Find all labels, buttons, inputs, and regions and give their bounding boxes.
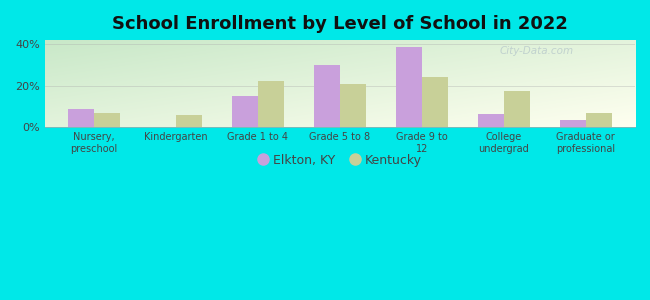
Bar bbox=[68, 109, 94, 127]
Bar bbox=[231, 96, 258, 127]
Bar bbox=[313, 65, 340, 127]
Bar bbox=[94, 113, 120, 127]
Bar bbox=[176, 115, 202, 127]
Legend: Elkton, KY, Kentucky: Elkton, KY, Kentucky bbox=[253, 148, 427, 172]
Bar bbox=[258, 81, 284, 127]
Bar bbox=[396, 47, 422, 127]
Text: City-Data.com: City-Data.com bbox=[499, 46, 573, 56]
Title: School Enrollment by Level of School in 2022: School Enrollment by Level of School in … bbox=[112, 15, 567, 33]
Bar bbox=[560, 120, 586, 127]
Bar bbox=[340, 84, 366, 127]
Bar bbox=[478, 114, 504, 127]
Bar bbox=[504, 91, 530, 127]
Bar bbox=[586, 113, 612, 127]
Bar bbox=[422, 77, 448, 127]
